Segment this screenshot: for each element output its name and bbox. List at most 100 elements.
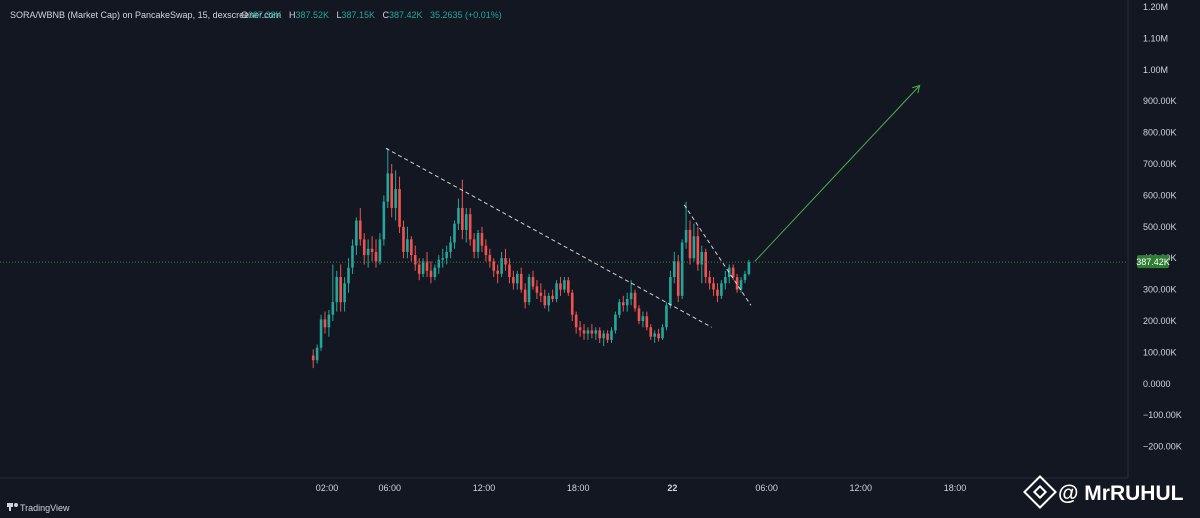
candle-body xyxy=(567,280,570,293)
price-tick-label: 1.10M xyxy=(1143,33,1168,43)
candle-body xyxy=(468,214,472,240)
price-tick-label: 1.00M xyxy=(1143,65,1168,75)
candle-body xyxy=(343,283,346,303)
close-value: 387.42K xyxy=(389,10,423,20)
candle-body xyxy=(445,251,448,259)
candle-body xyxy=(449,242,452,252)
price-tick-label: −200.00K xyxy=(1143,442,1182,452)
time-tick-label: 06:00 xyxy=(755,483,778,493)
time-tick-label: 12:00 xyxy=(473,483,496,493)
candle-body xyxy=(531,277,535,287)
candle-body xyxy=(394,189,397,208)
candle-body xyxy=(535,286,539,293)
ohlc-readout: O387.38K H387.52K L387.15K C387.42K 35.2… xyxy=(241,5,502,22)
dashed-trendline xyxy=(385,147,712,328)
candle-body xyxy=(504,258,507,265)
candle-body xyxy=(527,277,531,303)
candle-body xyxy=(673,261,676,278)
candle-body xyxy=(437,259,441,268)
candle-body xyxy=(323,319,327,328)
candle-body xyxy=(680,242,684,296)
candle-body xyxy=(335,277,339,303)
candle-body xyxy=(351,245,354,268)
candle-body xyxy=(747,262,751,274)
candle-body xyxy=(684,229,688,243)
price-tick-label: 800.00K xyxy=(1143,128,1177,138)
trendlines xyxy=(385,86,920,328)
candle-body xyxy=(547,295,550,306)
candle-body xyxy=(374,251,378,262)
candle-body xyxy=(731,267,735,278)
tradingview-label: TradingView xyxy=(20,503,70,513)
candle-body xyxy=(508,264,511,278)
candle-body xyxy=(629,292,633,300)
candle-body xyxy=(543,295,547,306)
candle-body xyxy=(727,267,731,278)
price-tick-label: 700.00K xyxy=(1143,159,1177,169)
candle-body xyxy=(661,327,664,339)
candle-body xyxy=(457,207,460,224)
candle-body xyxy=(523,289,527,303)
candle-body xyxy=(319,319,323,348)
candle-body xyxy=(382,201,386,240)
candle-body xyxy=(621,302,625,306)
candle-body xyxy=(724,277,727,284)
time-tick-label: 22 xyxy=(667,483,677,493)
candle-body xyxy=(315,347,319,361)
candle-body xyxy=(347,267,350,284)
candle-body xyxy=(362,239,366,256)
candle-body xyxy=(339,277,342,303)
tradingview-logo-icon xyxy=(7,503,18,511)
candle-body xyxy=(692,236,696,259)
candle-body xyxy=(586,330,590,334)
time-axis[interactable]: 02:00 06:00 12:00 18:00 22 06:00 12:00 18:00 xyxy=(0,477,1128,493)
price-tick-label: 200.00K xyxy=(1143,316,1177,326)
candle-body xyxy=(480,233,484,246)
high-value: 387.52K xyxy=(296,10,330,20)
candle-body xyxy=(370,248,374,252)
candle-body xyxy=(669,277,672,306)
candle-body xyxy=(712,283,715,290)
candle-body xyxy=(476,233,480,252)
price-tick-label: 1.20M xyxy=(1143,2,1168,12)
candle-body xyxy=(551,295,554,300)
dashed-trendline xyxy=(683,204,752,306)
price-tick-label: −100.00K xyxy=(1143,410,1182,420)
open-label: O xyxy=(241,10,248,20)
tradingview-brand[interactable]: TradingView xyxy=(7,503,70,513)
candle-body xyxy=(574,314,578,328)
candle-body xyxy=(570,292,574,315)
time-tick-label: 06:00 xyxy=(379,483,402,493)
candle-body xyxy=(633,292,637,309)
candle-body xyxy=(398,189,401,227)
candle-body xyxy=(417,264,421,274)
candle-body xyxy=(516,273,519,284)
candle-body xyxy=(425,261,429,271)
candle-body xyxy=(716,289,719,296)
open-value: 387.38K xyxy=(248,10,282,20)
candle-body xyxy=(433,267,437,278)
candle-body xyxy=(641,316,645,321)
candle-body xyxy=(618,302,621,315)
candle-body xyxy=(578,327,582,331)
candle-body xyxy=(735,277,739,290)
binance-logo-icon xyxy=(1023,475,1057,509)
price-tick-label: 100.00K xyxy=(1143,347,1177,357)
candle-body xyxy=(331,302,335,315)
candle-body xyxy=(555,283,558,300)
close-label: C xyxy=(382,10,389,20)
candle-body xyxy=(366,248,370,256)
candle-body xyxy=(739,280,743,290)
candle-body xyxy=(743,273,747,281)
candle-body xyxy=(645,316,649,328)
watermark-text: @ MrRUHUL xyxy=(1058,482,1184,505)
candle-body xyxy=(720,283,723,296)
candle-body xyxy=(386,173,390,202)
candle-body xyxy=(453,223,456,243)
candle-body xyxy=(464,214,468,230)
candle-body xyxy=(582,330,586,334)
candle-body xyxy=(676,261,680,296)
candle-body xyxy=(402,226,405,252)
